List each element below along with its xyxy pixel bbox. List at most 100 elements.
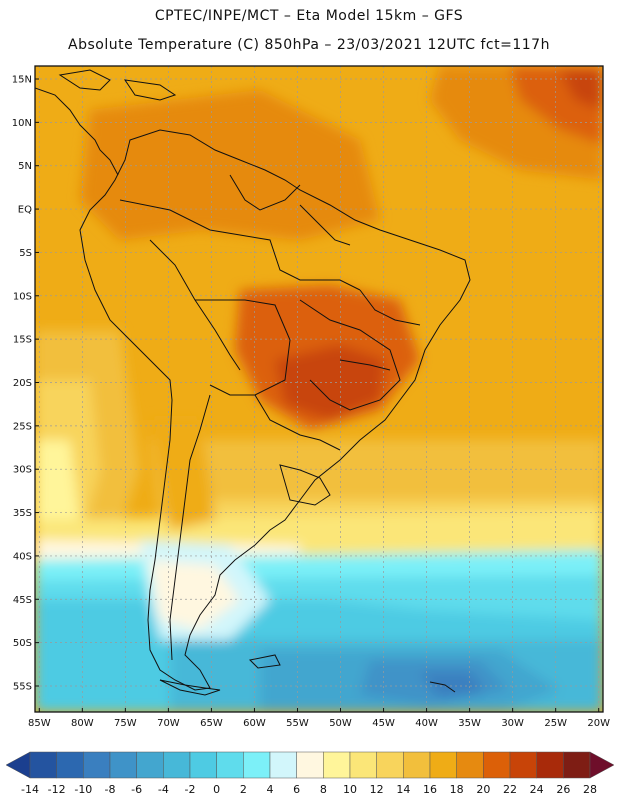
lon-label: 75W (114, 718, 137, 729)
lon-label: 50W (329, 718, 352, 729)
map-frame (34, 65, 604, 713)
hispaniola-island (123, 79, 177, 101)
colorbar-label: -8 (105, 783, 116, 796)
colorbar-swatch (563, 751, 591, 779)
lat-label: 50S (13, 638, 32, 649)
lat-label: 20S (13, 378, 32, 389)
colorbar-swatch (483, 751, 511, 779)
colorbar-label: 16 (423, 783, 437, 796)
lon-label: 35W (458, 718, 481, 729)
colorbar-label: -10 (74, 783, 92, 796)
border-bolivia (195, 299, 291, 396)
lat-label: 30S (13, 465, 32, 476)
lat-label: 15S (13, 335, 32, 346)
colorbar-label: 2 (240, 783, 247, 796)
lat-label: 5N (18, 161, 32, 172)
colorbar-swatch (536, 751, 564, 779)
colorbar-swatch (349, 751, 377, 779)
color-scale-bar: -14 -12 -10 -8 -6 -4 -2 0 2 4 6 8 10 12 14 16 18 20 22 24 26… (5, 751, 615, 796)
colorbar-swatch (136, 751, 164, 779)
colorbar-label: 26 (556, 783, 570, 796)
colorbar-label: 0 (213, 783, 220, 796)
colorbar-label: -6 (131, 783, 142, 796)
lon-label: 70W (157, 718, 180, 729)
colorbar-label: 6 (293, 783, 300, 796)
border-guianas (229, 174, 301, 211)
colorbar-swatch (323, 751, 351, 779)
lon-label: 85W (28, 718, 51, 729)
border-paraguay (254, 394, 341, 451)
border-peru-brazil (149, 239, 241, 371)
cuba-island (58, 69, 111, 91)
colorbar-swatch (429, 751, 457, 779)
coastlines (35, 69, 471, 696)
uruguay-border (279, 464, 331, 506)
colorbar-min-arrow (5, 751, 31, 779)
colorbar-label: 28 (583, 783, 597, 796)
colorbar-label: -2 (185, 783, 196, 796)
lat-label: 5S (19, 248, 32, 259)
tierra-del-fuego (159, 679, 221, 696)
lat-label: 10N (12, 118, 32, 129)
colorbar-swatch (109, 751, 137, 779)
lat-label: 10S (13, 291, 32, 302)
lon-label: 55W (286, 718, 309, 729)
colorbar-swatch (243, 751, 271, 779)
colorbar-label: 22 (503, 783, 517, 796)
colorbar-swatch (56, 751, 84, 779)
colorbar-swatch (456, 751, 484, 779)
colorbar-swatch (296, 751, 324, 779)
lon-label: 30W (501, 718, 524, 729)
colorbar-label: -14 (21, 783, 39, 796)
colorbar-label: -12 (48, 783, 66, 796)
title-line-2: Absolute Temperature (C) 850hPa – 23/03/… (68, 37, 550, 53)
lon-label: 80W (71, 718, 94, 729)
colorbar-label: 8 (320, 783, 327, 796)
lon-label: 45W (372, 718, 395, 729)
central-america-coast (35, 87, 119, 176)
colorbar-label: 24 (530, 783, 544, 796)
colorbar-label: 18 (450, 783, 464, 796)
south-georgia (429, 681, 456, 693)
lon-label: 40W (415, 718, 438, 729)
lat-label: 40S (13, 551, 32, 562)
title-line-1: CPTEC/INPE/MCT – Eta Model 15km – GFS (154, 8, 464, 24)
colorbar-max-arrow (589, 751, 615, 779)
colorbar-label: 12 (370, 783, 384, 796)
latitude-labels: 15N 10N 5N EQ 5S 10S 15S 20S 25S 30S 35S 40S 45S 50S 5… (12, 75, 39, 692)
colorbar-label: -4 (158, 783, 169, 796)
colorbar-swatch (216, 751, 244, 779)
lat-label: EQ (18, 205, 32, 216)
brazil-states-3 (339, 359, 391, 371)
colorbar-swatch (29, 751, 57, 779)
colorbar-swatch (189, 751, 217, 779)
lon-label: 65W (200, 718, 223, 729)
colorbar-swatch (509, 751, 537, 779)
colorbar-swatch (403, 751, 431, 779)
colorbar-swatch (376, 751, 404, 779)
lon-label: 60W (243, 718, 266, 729)
lat-label: 25S (13, 421, 32, 432)
lon-label: 20W (587, 718, 610, 729)
border-brazil-north (299, 204, 351, 246)
colorbar-swatch (83, 751, 111, 779)
lat-label: 35S (13, 508, 32, 519)
falkland-islands (248, 654, 281, 669)
lon-label: 25W (544, 718, 567, 729)
temperature-field (35, 66, 603, 712)
lat-label: 45S (13, 595, 32, 606)
colorbar-swatch (163, 751, 191, 779)
colorbar-label: 14 (396, 783, 410, 796)
lat-label: 15N (12, 75, 32, 86)
longitude-labels: 85W 80W 75W 70W 65W 60W 55W 50W 45W 40W 35W 30W 25W 2… (28, 708, 610, 729)
colorbar-swatch (269, 751, 297, 779)
colorbar-label: 20 (476, 783, 490, 796)
lat-label: 55S (13, 681, 32, 692)
colorbar-label: 10 (343, 783, 357, 796)
brazil-states (299, 299, 401, 411)
colorbar-label: 4 (267, 783, 274, 796)
border-north (119, 199, 361, 291)
brazil-states-2 (359, 289, 421, 326)
south-america-outline (79, 129, 471, 691)
